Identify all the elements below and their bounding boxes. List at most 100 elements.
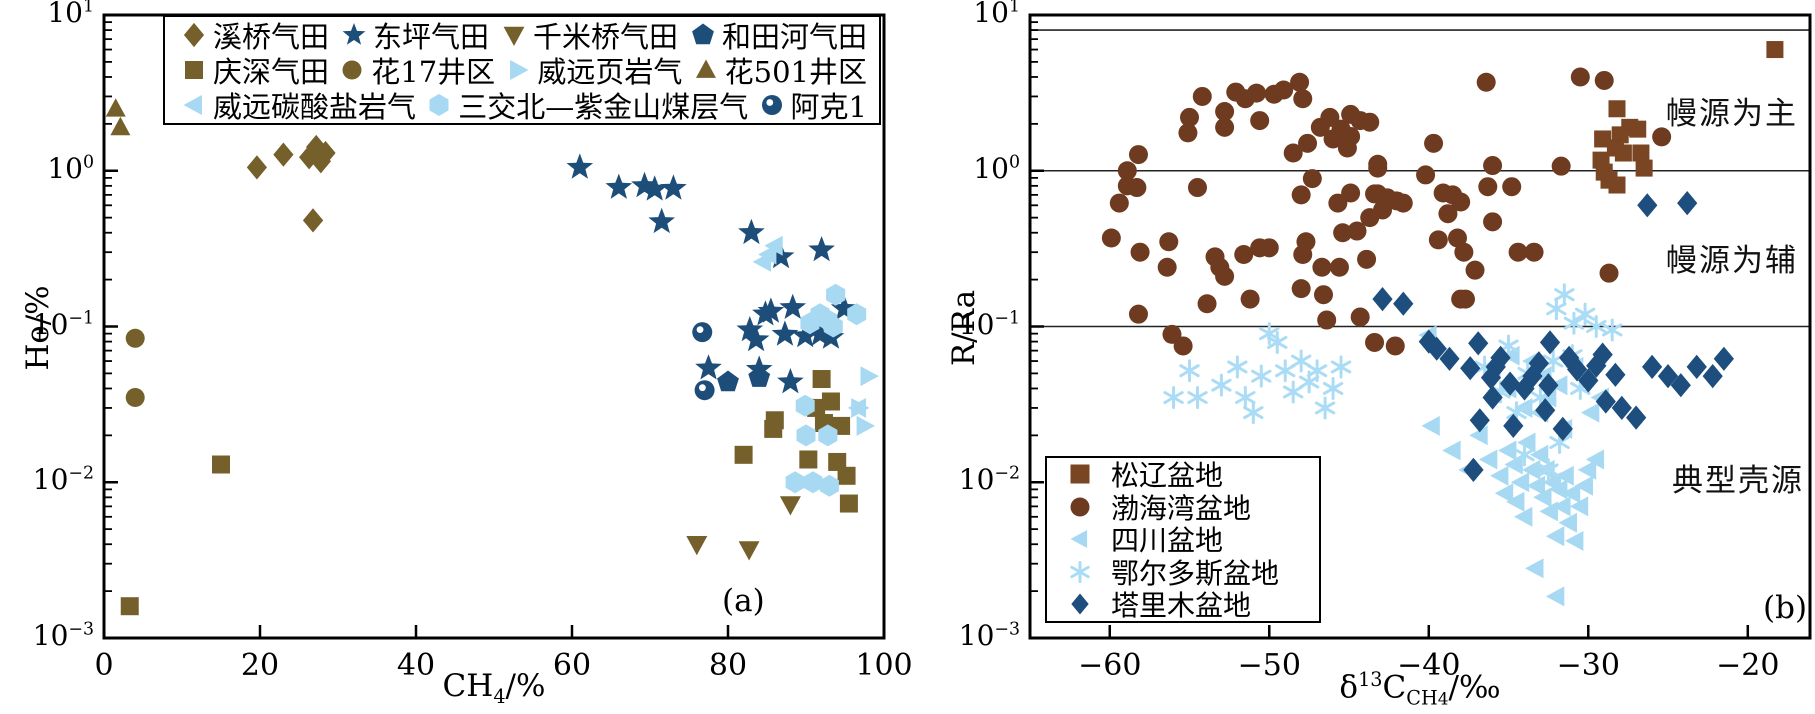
data-point	[1109, 193, 1129, 213]
x-tick-label: −60	[1078, 648, 1142, 683]
data-point	[1251, 364, 1272, 388]
axis-title-part: CH	[1406, 686, 1438, 710]
data-point	[1594, 130, 1612, 148]
data-point	[1555, 465, 1574, 486]
data-point	[1215, 117, 1235, 137]
data-point	[1524, 242, 1544, 262]
data-point	[1322, 376, 1344, 400]
data-point	[1323, 129, 1343, 149]
data-point	[1677, 191, 1698, 216]
y-tick-label: 10−3	[32, 619, 94, 652]
data-point	[1247, 83, 1267, 103]
data-point	[1574, 475, 1593, 496]
data-point	[1526, 475, 1546, 496]
pentagon-icon	[692, 23, 714, 44]
data-point	[1586, 315, 1607, 338]
data-point	[812, 370, 831, 389]
tri-up-icon	[695, 59, 716, 78]
data-point	[1428, 230, 1448, 250]
data-point	[1393, 193, 1413, 213]
series-庆深气田	[120, 370, 858, 616]
data-point	[1341, 183, 1361, 203]
legend-item: 溪桥气田	[177, 14, 329, 56]
asterisk-icon	[1070, 560, 1090, 583]
data-point	[1393, 291, 1414, 316]
axis-title-part: /%	[505, 668, 546, 704]
data-point	[1502, 177, 1522, 197]
data-point	[1283, 143, 1303, 163]
data-point	[1438, 204, 1458, 224]
data-point	[1291, 279, 1311, 299]
data-point	[1330, 355, 1352, 379]
data-point	[847, 398, 867, 418]
data-point	[1539, 330, 1561, 355]
data-point	[826, 283, 846, 306]
data-point	[1310, 117, 1330, 137]
data-point	[1159, 232, 1179, 252]
data-point	[837, 466, 856, 485]
square-icon	[185, 60, 203, 79]
data-point	[847, 303, 867, 326]
data-point	[1561, 483, 1581, 504]
legend-item: 庆深气田	[177, 49, 329, 91]
data-point	[1337, 138, 1357, 158]
legend-item-label: 松辽盆地	[1111, 459, 1224, 493]
x-tick-label: −40	[1397, 648, 1461, 683]
data-point	[830, 294, 858, 321]
series-溪桥气田	[246, 134, 336, 233]
legend-row: 威远碳酸盐岩气 三交北—紫金山煤层气 阿克1	[165, 87, 879, 124]
data-point	[1416, 165, 1436, 185]
diamond-icon	[183, 22, 205, 47]
data-point	[1476, 72, 1496, 92]
panel-label-a: (a)	[722, 583, 765, 619]
data-point	[1227, 355, 1248, 379]
region-annotation-mantle-secondary: 幔源为辅	[1666, 243, 1798, 279]
data-point	[771, 320, 799, 346]
star-icon	[342, 22, 366, 45]
data-point	[742, 325, 770, 352]
circle-icon	[1070, 497, 1090, 517]
series-花17井区	[125, 328, 145, 408]
data-point	[1447, 228, 1467, 248]
legend-item: 四川盆地	[1063, 519, 1223, 559]
data-point	[1554, 283, 1575, 307]
data-point	[1275, 359, 1296, 383]
data-point	[1569, 496, 1589, 517]
data-point	[1533, 487, 1552, 508]
data-point	[299, 145, 320, 170]
data-point	[1451, 192, 1471, 212]
data-point	[1549, 479, 1568, 500]
data-point	[1545, 586, 1565, 607]
data-point	[1385, 336, 1405, 356]
data-point	[1577, 459, 1597, 480]
series-千米桥气田	[686, 496, 801, 561]
data-point	[1485, 354, 1506, 379]
data-point	[120, 597, 139, 616]
data-point	[1614, 144, 1632, 162]
x-axis-title-b: δ13CCH4/‰	[1270, 668, 1570, 710]
x-tick-label: −30	[1556, 648, 1620, 683]
data-point	[1552, 496, 1571, 517]
data-point	[799, 450, 818, 469]
data-point	[1581, 402, 1600, 423]
data-point	[1101, 228, 1121, 248]
data-point	[818, 424, 838, 447]
data-point	[1702, 364, 1723, 389]
data-point	[1235, 386, 1256, 410]
axis-title-part: /‰	[1448, 669, 1501, 706]
axis-title-part: 13	[1358, 668, 1383, 691]
data-point	[1179, 359, 1200, 383]
data-point	[1328, 193, 1348, 213]
data-point	[1611, 126, 1629, 144]
data-point	[1766, 41, 1784, 59]
data-point	[1291, 185, 1311, 205]
data-point	[764, 419, 783, 438]
legend-item-label: 威远页岩气	[537, 54, 683, 89]
legend-row: 渤海湾盆地	[1047, 491, 1319, 525]
data-point	[1525, 558, 1544, 579]
diamond-icon	[183, 22, 205, 47]
tri-left-icon	[183, 94, 202, 115]
data-point	[767, 242, 795, 269]
legend-panel-a: 溪桥气田 东坪气田 千米桥气田 和田河气田 庆深气田 花17井区 威远页岩气 花501井区 威远…	[163, 15, 881, 125]
